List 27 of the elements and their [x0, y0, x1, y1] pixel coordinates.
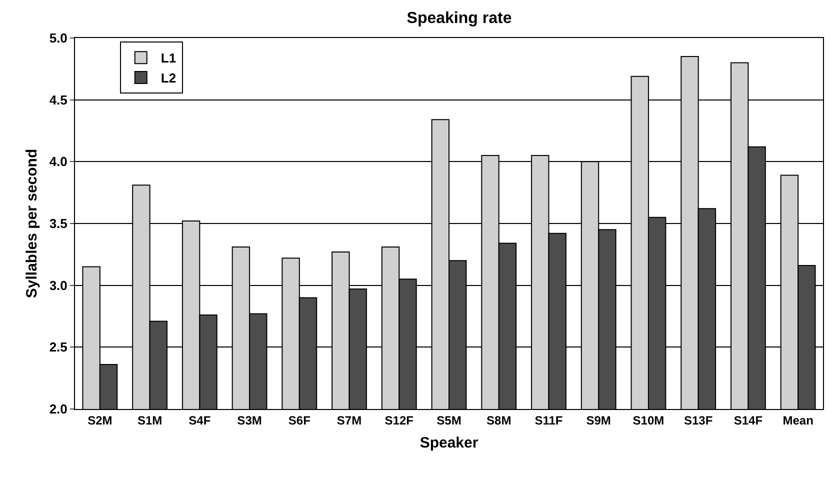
x-tick-label: S5M	[436, 413, 462, 428]
y-axis-title: Syllables per second	[24, 148, 41, 298]
y-tick-label: 4.5	[49, 92, 68, 108]
x-tick-label: S10M	[632, 413, 664, 428]
x-tick-label: S4F	[188, 413, 211, 428]
y-tick-label: 3.5	[49, 216, 68, 232]
chart-title: Speaking rate	[406, 10, 512, 28]
x-tick-label: S13F	[684, 413, 713, 428]
x-tick-label: S14F	[734, 413, 763, 428]
x-tick-label: S6F	[288, 413, 310, 428]
y-tick-label: 4.0	[49, 154, 68, 170]
x-tick-label: S1M	[137, 413, 162, 428]
x-tick-label: S12F	[384, 413, 414, 428]
x-tick-label: S7M	[336, 413, 362, 428]
y-tick-label: 2.0	[49, 402, 68, 417]
x-tick-label: S3M	[237, 413, 262, 428]
legend-label: L1	[160, 50, 176, 66]
legend-label: L2	[160, 70, 176, 86]
x-tick-label: Mean	[782, 413, 814, 428]
x-axis-title: Speaker	[420, 434, 478, 452]
x-tick-label: S2M	[88, 413, 112, 428]
x-tick-label: S8M	[486, 413, 512, 428]
y-tick-label: 5.0	[49, 30, 68, 46]
x-tick-label: S9M	[586, 413, 611, 428]
x-tick-label: S11F	[534, 413, 563, 428]
y-tick-label: 3.0	[49, 278, 68, 293]
y-tick-label: 2.5	[49, 340, 68, 355]
